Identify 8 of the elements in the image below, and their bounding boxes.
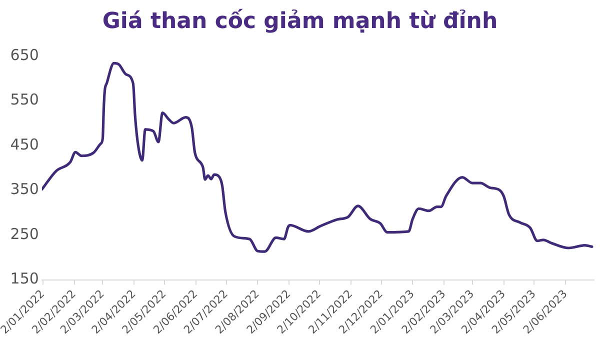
chart-title: Giá than cốc giảm mạnh từ đỉnh <box>101 8 499 36</box>
y-tick-label: 350 <box>10 180 39 198</box>
y-tick-label: 150 <box>10 270 39 288</box>
y-tick-label: 550 <box>10 90 39 109</box>
y-tick-label: 450 <box>10 135 39 154</box>
y-tick-label: 650 <box>10 46 39 64</box>
line-series <box>42 62 594 253</box>
y-tick-label: 250 <box>10 224 39 243</box>
